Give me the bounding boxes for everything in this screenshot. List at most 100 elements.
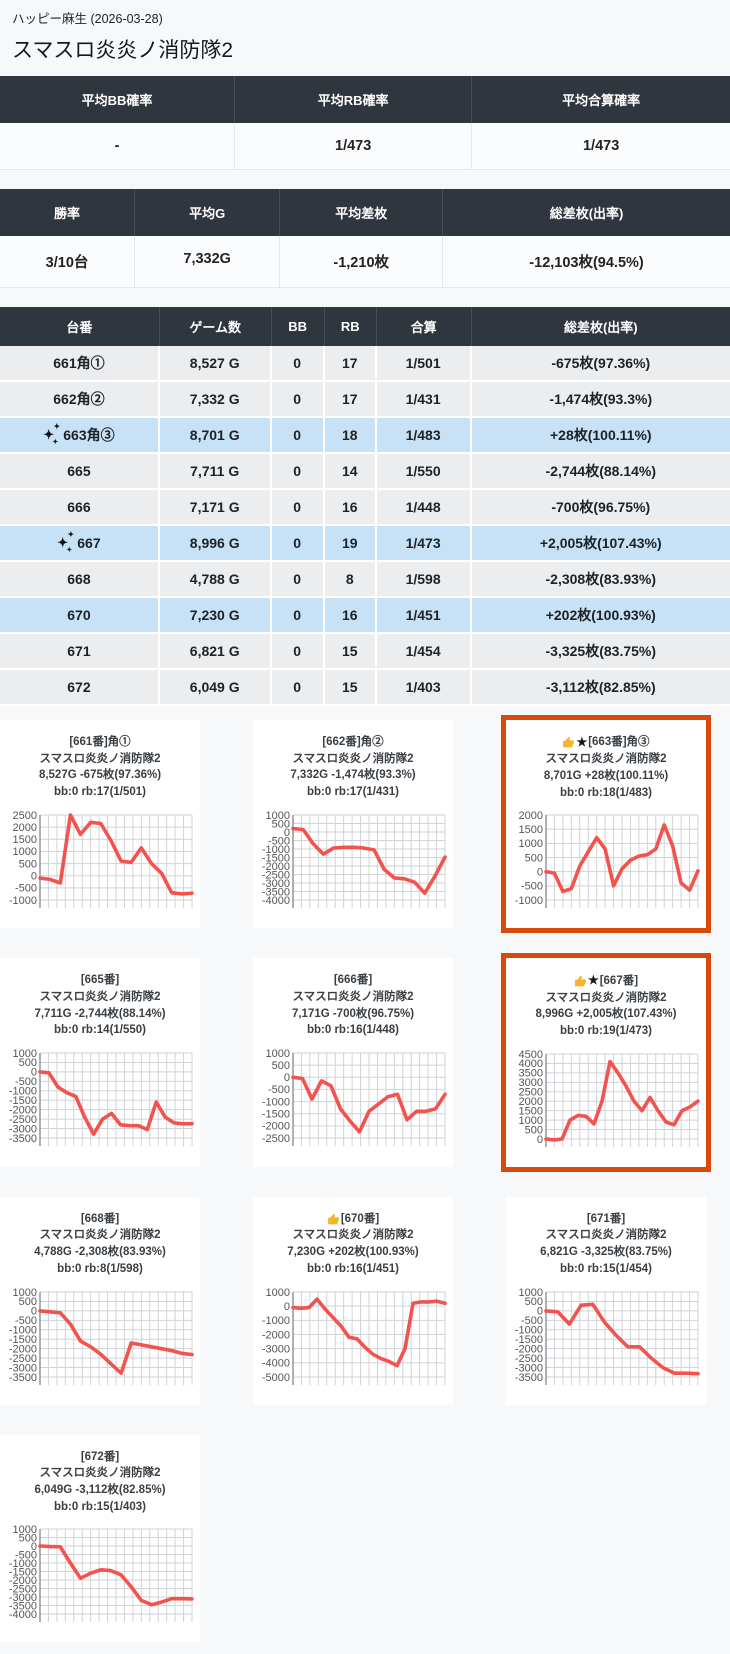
machine-chart-card-665: [665番] スマスロ炎炎ノ消防隊2 7,711G -2,744枚(88.14%) b… <box>0 958 200 1167</box>
machine-chart-card-663: ★ [663番]角③ スマスロ炎炎ノ消防隊2 8,701G +28枚(100.11%)… <box>501 714 711 934</box>
chart-bonus-line: bb:0 rb:14(1/550) <box>53 1024 147 1037</box>
svg-text:-500: -500 <box>15 1076 37 1088</box>
result-summary-header-row: 勝率 平均G 平均差枚 総差枚(出率) <box>0 189 730 236</box>
slump-graph-665: 10005000-500-1000-1500-2000-2500-3000-35… <box>9 1048 194 1147</box>
svg-text:500: 500 <box>19 1057 37 1069</box>
svg-text:-1500: -1500 <box>262 1109 290 1121</box>
sparkle-small-glyph: ✦ <box>53 422 61 431</box>
cell-rb: 15 <box>324 670 377 706</box>
svg-text:-2500: -2500 <box>515 1352 543 1364</box>
chart-title-line: ★ [663番]角③ <box>506 734 706 751</box>
chart-machine-name: スマスロ炎炎ノ消防隊2 <box>39 752 161 765</box>
table-row: 662角② 7,332 G 0 17 1/431 -1,474枚(93.3%) <box>0 382 730 418</box>
chart-dai-title: [668番] <box>80 1212 120 1225</box>
svg-text:0: 0 <box>537 867 543 879</box>
svg-text:2000: 2000 <box>519 810 543 822</box>
cell-games: 7,332 G <box>159 382 272 418</box>
thumbs-up-icon <box>563 736 575 748</box>
chart-dai-title: [662番]角② <box>322 736 384 748</box>
machine-chart-card-666: [666番] スマスロ炎炎ノ消防隊2 7,171G -700枚(96.75%) bb:… <box>253 958 453 1167</box>
svg-text:0: 0 <box>31 1067 37 1079</box>
cell-diff: +202枚(100.93%) <box>471 598 730 634</box>
svg-text:-500: -500 <box>268 835 290 847</box>
slump-graph-668: 10005000-500-1000-1500-2000-2500-3000-35… <box>9 1286 194 1385</box>
cell-gassan: 1/483 <box>376 418 472 454</box>
chart-stats-line: 7,711G -2,744枚(88.14%) <box>34 1007 166 1020</box>
svg-text:0: 0 <box>284 1072 290 1084</box>
thumbs-up-icon <box>327 1213 339 1225</box>
chart-dai-title: [663番]角③ <box>588 736 650 749</box>
cell-bb: 0 <box>271 598 325 634</box>
cell-diff: -3,325枚(83.75%) <box>471 634 730 670</box>
machine-data-table: 台番 ゲーム数 BB RB 合算 総差枚(出率) 661角① 8,527 G 0 17 1/501… <box>0 307 730 706</box>
machine-chart-card-671: [671番] スマスロ炎炎ノ消防隊2 6,821G -3,325枚(83.75%) b… <box>506 1196 706 1405</box>
result-header-cell-0: 勝率 <box>0 189 136 236</box>
chart-title-line: [662番]角② <box>253 734 453 751</box>
svg-text:-4000: -4000 <box>262 1357 290 1369</box>
svg-text:2000: 2000 <box>13 822 37 834</box>
cell-bb: 0 <box>271 634 325 670</box>
slump-graph-672: 10005000-500-1000-1500-2000-2500-3000-35… <box>9 1524 194 1623</box>
sparkle-icon: ✦ ✦ ✦ <box>43 423 60 447</box>
svg-text:-2000: -2000 <box>262 1121 290 1133</box>
chart-dai-title: [670番] <box>340 1212 380 1225</box>
svg-text:500: 500 <box>525 853 543 865</box>
svg-text:500: 500 <box>19 858 37 870</box>
svg-text:-500: -500 <box>15 882 37 894</box>
chart-machine-name: スマスロ炎炎ノ消防隊2 <box>39 1229 161 1242</box>
svg-text:500: 500 <box>272 1060 290 1072</box>
svg-text:2000: 2000 <box>519 1096 543 1108</box>
svg-text:4500: 4500 <box>519 1049 543 1061</box>
table-row: 661角① 8,527 G 0 17 1/501 -675枚(97.36%) <box>0 346 730 382</box>
svg-text:0: 0 <box>31 870 37 882</box>
chart-machine-name: スマスロ炎炎ノ消防隊2 <box>39 1467 161 1480</box>
svg-text:2500: 2500 <box>519 1086 543 1098</box>
svg-text:-4000: -4000 <box>9 1609 37 1621</box>
chart-bonus-line: bb:0 rb:15(1/403) <box>53 1500 147 1513</box>
svg-text:1000: 1000 <box>519 839 543 851</box>
cell-dai-number: ✦ ✦ ✦ 667 <box>0 526 160 562</box>
cell-dai-number: 670 <box>0 598 160 634</box>
cell-gassan: 1/473 <box>376 526 472 562</box>
chart-bonus-line: bb:0 rb:19(1/473) <box>559 1025 653 1038</box>
cell-gassan: 1/454 <box>376 634 472 670</box>
star-icon: ★ <box>587 973 599 988</box>
svg-text:-1500: -1500 <box>262 852 290 864</box>
svg-text:-2500: -2500 <box>262 1133 290 1145</box>
machine-chart-card-667: ★ [667番] スマスロ炎炎ノ消防隊2 8,996G +2,005枚(107.43%… <box>501 953 711 1172</box>
chart-title-line: [668番] <box>0 1211 200 1228</box>
sparkle-small-glyph: ✦ <box>66 547 73 554</box>
svg-text:-1000: -1000 <box>262 1096 290 1108</box>
result-header-cell-2: 平均差枚 <box>280 189 444 236</box>
chart-title-line: ★ [667番] <box>506 972 706 989</box>
chart-machine-name: スマスロ炎炎ノ消防隊2 <box>39 991 161 1004</box>
svg-text:1000: 1000 <box>266 809 290 821</box>
probability-summary-value-row: -1/473 1/473 <box>0 123 730 170</box>
svg-text:1500: 1500 <box>13 834 37 846</box>
chart-machine-name: スマスロ炎炎ノ消防隊2 <box>545 1229 667 1242</box>
slump-graph-662: 10005000-500-1000-1500-2000-2500-3000-35… <box>262 809 447 908</box>
chart-plot-area: 1000 500 0 -500 -1000 -1500 -2000 -2500 -3000 -35… <box>253 809 453 922</box>
svg-text:1000: 1000 <box>266 1048 290 1060</box>
svg-text:-2000: -2000 <box>262 860 290 872</box>
slump-graph-663: 2000 1500 1000 500 0 -500 -1000 <box>515 810 700 909</box>
svg-text:0: 0 <box>537 1134 543 1146</box>
svg-text:-3000: -3000 <box>515 1362 543 1374</box>
svg-text:1000: 1000 <box>519 1286 543 1298</box>
chart-dai-title: [661番]角① <box>69 736 131 748</box>
cell-rb: 17 <box>324 382 377 418</box>
svg-text:-1000: -1000 <box>9 1086 37 1098</box>
result-summary-value-row: 3/10台 7,332G -1,210枚 -12,103枚(94.5%) <box>0 236 730 288</box>
cell-bb: 0 <box>271 346 325 382</box>
svg-text:-2000: -2000 <box>515 1343 543 1355</box>
svg-text:-2000: -2000 <box>262 1329 290 1341</box>
cell-dai-number: 672 <box>0 670 160 706</box>
result-value-cell-2: -1,210枚 <box>280 236 444 288</box>
svg-text:3000: 3000 <box>519 1077 543 1089</box>
cell-diff: +28枚(100.11%) <box>471 418 730 454</box>
result-value-cell-3: -12,103枚(94.5%) <box>443 236 730 288</box>
svg-text:0: 0 <box>31 1305 37 1317</box>
chart-plot-area: 2000 1500 1000 500 0 -500 -1000 <box>506 809 706 922</box>
chart-stats-line: 6,821G -3,325枚(83.75%) <box>540 1246 672 1259</box>
